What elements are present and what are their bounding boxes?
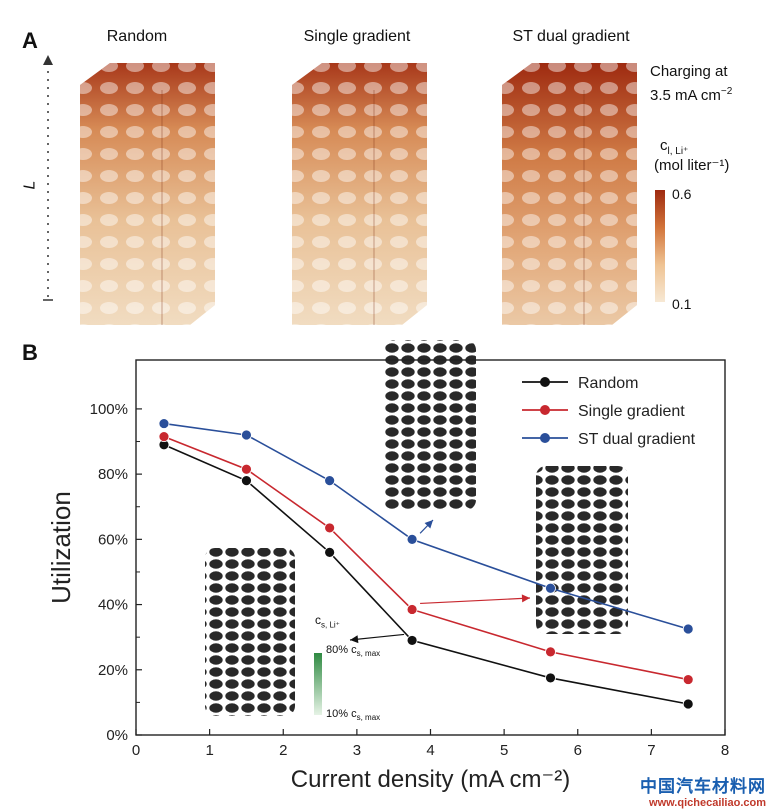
inset-top-pct: 80% bbox=[326, 644, 349, 656]
data-point-2-5 bbox=[682, 623, 694, 635]
data-point-0-1 bbox=[241, 475, 252, 487]
y-tick-label: 40% bbox=[98, 597, 128, 614]
inset-single-gradient-particles bbox=[536, 466, 628, 634]
data-point-0-5 bbox=[682, 698, 694, 710]
watermark-url: www.qichecailiao.com bbox=[649, 797, 766, 809]
data-point-0-2 bbox=[324, 546, 336, 558]
title-single-gradient: Single gradient bbox=[303, 28, 411, 45]
inset-bottom-pct: 10% bbox=[326, 708, 349, 720]
charging-note-line2: 3.5 mA cm−2 bbox=[650, 82, 732, 106]
inset-var-sub: s, Li⁺ bbox=[321, 620, 340, 630]
data-point-2-2 bbox=[324, 475, 336, 487]
inset-bottom-sub: s, max bbox=[356, 713, 381, 723]
title-st-dual-gradient: ST dual gradient bbox=[512, 28, 630, 45]
y-tick-label: 60% bbox=[98, 531, 128, 548]
inset-top-sub: s, max bbox=[356, 649, 381, 659]
inset-st-dual-particles bbox=[384, 340, 476, 510]
x-tick-label: 1 bbox=[205, 742, 213, 759]
x-axis-label: Current density (mA cm⁻²) bbox=[291, 766, 570, 793]
inset-top-var: c bbox=[351, 644, 357, 656]
colorbar-var: c bbox=[660, 137, 668, 154]
y-tick-label: 100% bbox=[90, 401, 128, 418]
panel-a-letter: A bbox=[22, 28, 38, 53]
x-tick-label: 7 bbox=[647, 742, 655, 759]
electrode-single-gradient bbox=[292, 63, 427, 325]
x-tick-label: 4 bbox=[426, 742, 434, 759]
annotation-arrowhead bbox=[350, 635, 359, 644]
charging-note-line1: Charging at bbox=[650, 63, 728, 80]
data-point-1-2 bbox=[324, 522, 336, 534]
inset-var: c bbox=[315, 613, 321, 627]
watermark: 中国汽车材料网 www.qichecailiao.com bbox=[640, 772, 766, 809]
legend-label-2: ST dual gradient bbox=[578, 431, 696, 448]
utilization-chart: 0 1 2 3 4 5 6 7 80%20%40%60%80%100%Current densi… bbox=[46, 340, 729, 793]
inset-colorbar-bottom: 10% cs, max bbox=[326, 708, 380, 722]
y-tick-label: 0% bbox=[106, 727, 128, 744]
colorbar-max: 0.6 bbox=[672, 186, 692, 202]
annotation-arrowhead bbox=[424, 520, 433, 529]
inset-colorbar bbox=[314, 653, 322, 715]
colorbar-title: cl, Li⁺ bbox=[660, 136, 688, 162]
series-line-1 bbox=[163, 435, 689, 681]
y-axis-label: Utilization bbox=[46, 491, 76, 604]
legend-marker-1 bbox=[540, 405, 550, 415]
charging-note: Charging at 3.5 mA cm−2 bbox=[650, 62, 732, 106]
annotation-arrow bbox=[349, 633, 405, 641]
x-tick-label: 8 bbox=[721, 742, 729, 759]
length-axis bbox=[43, 55, 53, 301]
x-tick-label: 0 bbox=[132, 742, 140, 759]
electrode-random bbox=[80, 63, 215, 325]
annotation-arrowhead bbox=[521, 594, 530, 603]
x-tick-label: 5 bbox=[500, 742, 508, 759]
y-tick-label: 20% bbox=[98, 662, 128, 679]
x-tick-label: 2 bbox=[279, 742, 287, 759]
length-axis-label: L bbox=[21, 180, 39, 190]
electrode-st-dual-gradient bbox=[502, 63, 637, 325]
annotation-arrow bbox=[420, 597, 531, 605]
data-point-1-4 bbox=[545, 646, 556, 658]
series-line-2 bbox=[163, 422, 689, 630]
inset-colorbar-top: 80% cs, max bbox=[326, 644, 380, 658]
title-random: Random bbox=[106, 28, 168, 45]
data-point-2-1 bbox=[241, 429, 252, 441]
series-line-0 bbox=[163, 444, 689, 705]
colorbar-var-sub: l, Li⁺ bbox=[667, 146, 689, 157]
x-tick-label: 6 bbox=[574, 742, 582, 759]
legend-marker-0 bbox=[540, 377, 550, 387]
watermark-main: 中国汽车材料网 bbox=[640, 777, 766, 796]
data-point-2-3 bbox=[406, 533, 418, 545]
data-point-1-0 bbox=[158, 431, 170, 443]
legend-label-0: Random bbox=[578, 375, 638, 392]
panel-b-letter: B bbox=[22, 340, 38, 365]
y-tick-label: 80% bbox=[98, 466, 128, 483]
data-point-0-3 bbox=[406, 635, 418, 646]
data-point-2-4 bbox=[545, 582, 556, 594]
data-point-1-5 bbox=[682, 674, 694, 685]
colorbar-min: 0.1 bbox=[672, 296, 692, 312]
legend-marker-2 bbox=[540, 433, 550, 443]
inset-bottom-var: c bbox=[351, 708, 357, 720]
data-point-2-0 bbox=[158, 418, 170, 429]
charging-rate-exponent: −2 bbox=[720, 86, 733, 97]
colorbar-gradient bbox=[655, 190, 665, 302]
charging-rate: 3.5 mA cm bbox=[650, 87, 721, 104]
data-point-0-4 bbox=[545, 672, 556, 684]
data-point-1-1 bbox=[241, 463, 252, 475]
legend-label-1: Single gradient bbox=[578, 403, 685, 420]
inset-random-particles bbox=[205, 548, 295, 716]
x-tick-label: 3 bbox=[353, 742, 361, 759]
data-point-1-3 bbox=[406, 604, 418, 615]
inset-colorbar-title: cs, Li⁺ bbox=[315, 613, 340, 629]
colorbar-unit: (mol liter⁻¹) bbox=[654, 157, 730, 174]
